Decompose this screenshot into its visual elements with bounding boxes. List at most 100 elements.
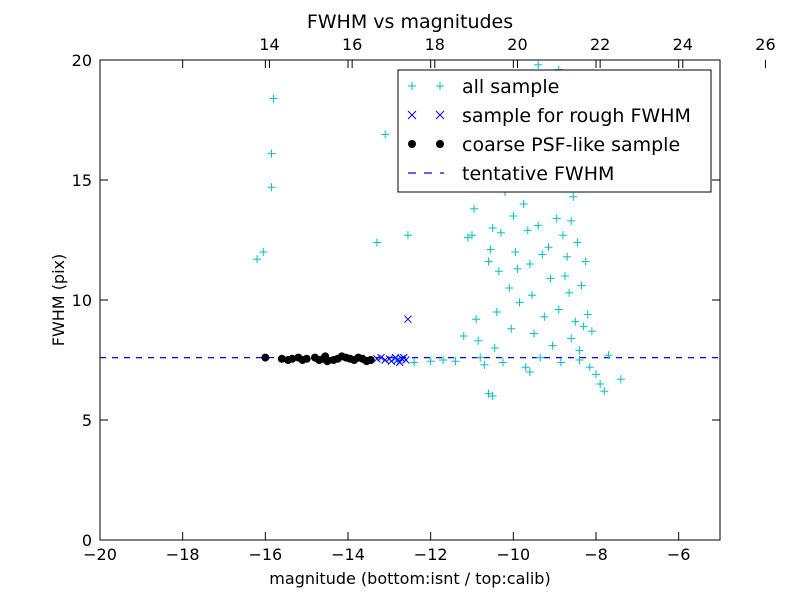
- legend-box: [397, 69, 712, 193]
- all-sample-point: [476, 353, 485, 362]
- rough-sample-point: [377, 353, 385, 362]
- rough-sample-point: [402, 356, 410, 364]
- all-sample-point: [534, 221, 543, 230]
- all-sample-point: [259, 248, 268, 256]
- all-sample-point: [490, 344, 499, 352]
- legend-label: tentative FWHM: [462, 163, 614, 185]
- all-sample-point: [484, 257, 493, 266]
- all-sample-point: [575, 346, 584, 355]
- all-sample-point: [507, 324, 516, 333]
- all-sample-point: [525, 368, 534, 376]
- rough-sample-point-b: [402, 356, 410, 364]
- top-axis-tick-label: 14: [259, 35, 279, 54]
- all-sample-point: [527, 291, 536, 300]
- all-sample-point: [488, 224, 497, 232]
- coarse-sample-point: [366, 356, 375, 364]
- all-sample-point: [513, 264, 522, 273]
- all-sample-point: [567, 216, 576, 225]
- all-sample-point: [616, 375, 625, 384]
- rough-sample-point-b: [404, 315, 412, 324]
- all-sample-point: [480, 360, 489, 369]
- legend-entry: coarse PSF-like sample: [408, 134, 680, 156]
- coarse-sample-point: [277, 354, 286, 363]
- all-sample-point: [267, 149, 276, 158]
- all-sample-point: [548, 341, 557, 350]
- all-sample-point: [575, 356, 584, 364]
- all-sample-point: [523, 226, 532, 235]
- all-sample-point: [470, 204, 479, 213]
- all-sample-point: [511, 248, 520, 256]
- all-sample-point: [492, 308, 501, 316]
- legend: all sample sample for rough FWHM coarse PS…: [397, 69, 712, 193]
- all-sample-point: [372, 238, 381, 247]
- y-tick-label: 20: [72, 51, 92, 70]
- all-sample-point: [521, 363, 530, 372]
- all-sample-point: [269, 94, 278, 103]
- x-tick-label: −16: [248, 545, 282, 564]
- all-sample-point: [253, 255, 262, 264]
- all-sample-point: [600, 387, 609, 396]
- all-sample-point: [463, 233, 472, 242]
- x-axis-label: magnitude (bottom:isnt / top:calib): [269, 569, 550, 588]
- all-sample-point: [561, 272, 569, 280]
- top-axis-tick-label: 26: [755, 35, 775, 54]
- all-sample-point: [381, 130, 390, 139]
- legend-label: coarse PSF-like sample: [462, 134, 680, 156]
- legend-entry: sample for rough FWHM: [407, 105, 691, 127]
- all-sample-point: [474, 336, 483, 345]
- rough-sample-point-b: [377, 353, 385, 362]
- x-tick-label: −12: [414, 545, 448, 564]
- chart-title: FWHM vs magnitudes: [307, 11, 513, 33]
- all-sample-point: [439, 356, 448, 364]
- y-tick-label: 5: [82, 411, 92, 430]
- x-tick-label: −18: [166, 545, 200, 564]
- all-sample-point: [505, 284, 514, 292]
- top-axis-tick-label: 20: [507, 35, 527, 54]
- x-tick-label: −14: [331, 545, 365, 564]
- all-sample-point: [484, 389, 493, 398]
- all-sample-point: [579, 322, 588, 331]
- legend-marker-dot: [436, 140, 444, 148]
- all-sample-point: [267, 183, 276, 192]
- x-tick-label: −8: [584, 545, 608, 564]
- all-sample-point: [488, 392, 497, 400]
- legend-entry: tentative FWHM: [408, 163, 614, 185]
- all-sample-point: [515, 298, 524, 307]
- all-sample-point: [558, 231, 567, 240]
- legend-label: all sample: [462, 76, 559, 98]
- legend-marker-dot: [408, 140, 416, 148]
- y-axis-label: FWHM (pix): [49, 254, 68, 347]
- all-sample-point: [571, 317, 580, 326]
- all-sample-point: [587, 327, 596, 336]
- all-sample-point: [577, 281, 586, 290]
- legend-marker-x-b: [407, 110, 417, 120]
- y-tick-label: 0: [82, 531, 92, 550]
- data-layer: [100, 60, 720, 400]
- all-sample-point: [592, 370, 600, 379]
- y-tick-label: 10: [72, 291, 92, 310]
- x-tick-label: −6: [667, 545, 691, 564]
- legend-marker-x-b: [435, 110, 445, 120]
- all-sample-point: [525, 260, 534, 268]
- all-sample-point: [530, 329, 538, 338]
- all-sample-point: [519, 200, 528, 208]
- x-tick-label: −10: [496, 545, 530, 564]
- all-sample-point: [569, 192, 578, 201]
- all-sample-point: [596, 380, 605, 388]
- all-sample-point: [494, 267, 503, 276]
- all-sample-point: [472, 315, 481, 324]
- top-axis-tick-label: 18: [425, 35, 445, 54]
- all-sample-point: [544, 243, 553, 252]
- all-sample-point: [540, 312, 549, 321]
- all-sample-point: [403, 231, 412, 240]
- all-sample-point: [451, 357, 460, 366]
- x-tick-label: −20: [83, 545, 117, 564]
- top-axis-tick-label: 16: [342, 35, 362, 54]
- rough-sample-point: [404, 315, 412, 324]
- top-axis-tick-label: 22: [590, 35, 610, 54]
- legend-label: sample for rough FWHM: [462, 105, 691, 127]
- all-sample-point: [546, 274, 555, 283]
- top-axis-tick-label: 24: [673, 35, 693, 54]
- all-sample-point: [538, 250, 547, 259]
